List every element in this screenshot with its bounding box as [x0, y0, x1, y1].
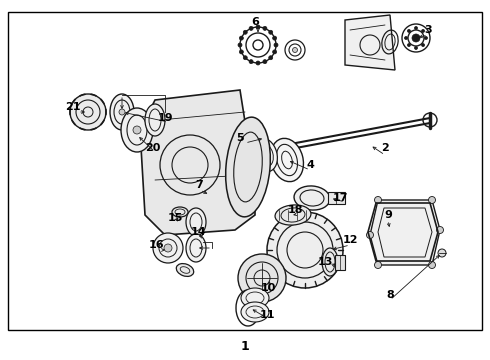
Ellipse shape [270, 138, 303, 182]
Text: 8: 8 [386, 290, 394, 300]
Circle shape [238, 254, 286, 302]
Circle shape [293, 48, 297, 53]
Circle shape [412, 34, 420, 42]
Circle shape [367, 231, 373, 239]
Ellipse shape [121, 108, 153, 152]
Circle shape [428, 261, 436, 269]
Text: 19: 19 [157, 113, 173, 123]
Circle shape [374, 261, 382, 269]
Polygon shape [370, 200, 440, 265]
Circle shape [407, 44, 411, 46]
Ellipse shape [176, 264, 194, 276]
Text: 1: 1 [241, 341, 249, 354]
Ellipse shape [186, 234, 206, 262]
Circle shape [405, 36, 408, 40]
Circle shape [243, 56, 247, 60]
Circle shape [263, 60, 267, 64]
Circle shape [243, 30, 247, 34]
Circle shape [240, 36, 244, 40]
Circle shape [421, 30, 424, 32]
Text: 10: 10 [260, 283, 276, 293]
Ellipse shape [226, 117, 270, 217]
Circle shape [407, 30, 411, 32]
Polygon shape [140, 90, 255, 235]
Circle shape [240, 50, 244, 54]
Text: 2: 2 [381, 143, 389, 153]
Text: 4: 4 [306, 160, 314, 170]
Text: 18: 18 [287, 205, 303, 215]
Circle shape [374, 197, 382, 203]
Circle shape [70, 94, 106, 130]
Text: 3: 3 [424, 25, 432, 35]
Text: 11: 11 [259, 310, 275, 320]
Text: 15: 15 [167, 213, 183, 223]
Ellipse shape [253, 138, 277, 172]
Circle shape [272, 36, 277, 40]
Polygon shape [335, 255, 345, 270]
Circle shape [437, 226, 443, 234]
Circle shape [272, 50, 277, 54]
Circle shape [438, 249, 446, 257]
Text: 5: 5 [236, 133, 244, 143]
Ellipse shape [172, 207, 188, 217]
Ellipse shape [241, 302, 269, 322]
Circle shape [415, 46, 417, 50]
Ellipse shape [322, 248, 338, 276]
Circle shape [119, 109, 125, 115]
Text: 6: 6 [251, 17, 259, 27]
Text: 12: 12 [342, 235, 358, 245]
Ellipse shape [241, 288, 269, 308]
Text: 20: 20 [146, 143, 161, 153]
Circle shape [428, 197, 436, 203]
Ellipse shape [110, 94, 134, 130]
Ellipse shape [294, 186, 330, 210]
Text: 17: 17 [332, 193, 348, 203]
Circle shape [256, 61, 260, 65]
Circle shape [256, 25, 260, 29]
Circle shape [421, 44, 424, 46]
Circle shape [238, 43, 242, 47]
Circle shape [269, 30, 273, 34]
Polygon shape [345, 15, 395, 70]
Text: 14: 14 [190, 227, 206, 237]
Text: 21: 21 [65, 102, 81, 112]
Circle shape [249, 60, 253, 64]
Circle shape [424, 36, 427, 40]
Ellipse shape [275, 205, 311, 225]
Circle shape [153, 233, 183, 263]
Circle shape [267, 212, 343, 288]
Circle shape [274, 43, 278, 47]
Circle shape [415, 27, 417, 30]
Circle shape [164, 244, 172, 252]
Polygon shape [328, 192, 345, 204]
Ellipse shape [186, 208, 206, 236]
Circle shape [133, 126, 141, 134]
Text: 7: 7 [195, 180, 203, 190]
Bar [8, 12, 482, 330]
Circle shape [249, 26, 253, 30]
Circle shape [269, 56, 273, 60]
Ellipse shape [145, 104, 165, 136]
Text: 13: 13 [318, 257, 333, 267]
Text: 9: 9 [384, 210, 392, 220]
Circle shape [263, 26, 267, 30]
Text: 16: 16 [148, 240, 164, 250]
